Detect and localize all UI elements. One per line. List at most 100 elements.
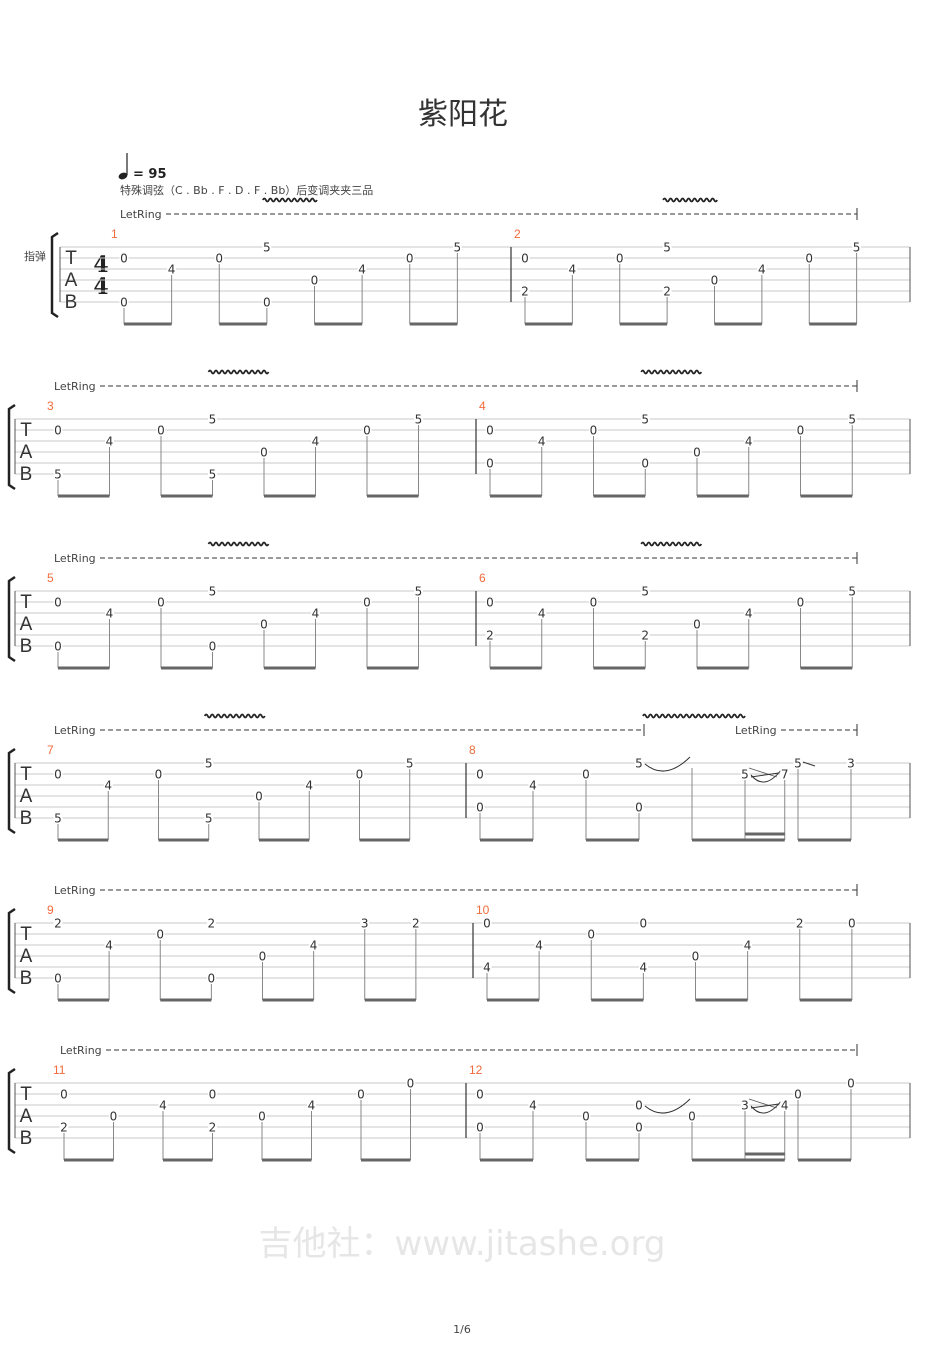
fret-number: 5 — [454, 241, 462, 255]
beat: 5 — [852, 241, 862, 324]
fret-number: 0 — [54, 640, 62, 654]
fret-background — [105, 607, 114, 619]
fret-background — [156, 596, 166, 608]
beat: 50 — [208, 585, 217, 668]
beat: 4 — [537, 607, 547, 668]
fret-background — [485, 629, 495, 641]
fret-background — [357, 263, 367, 275]
beat: 50 — [640, 413, 650, 496]
fret-background — [475, 1088, 485, 1100]
beat: 0 — [586, 928, 596, 1000]
fret-number: 0 — [258, 1110, 266, 1124]
fret-background — [362, 424, 372, 436]
fret-number: 5 — [741, 768, 749, 782]
fret-background — [206, 972, 216, 984]
fret-number: 0 — [157, 424, 165, 438]
fret-background — [482, 917, 492, 929]
beat: 0 — [581, 1110, 591, 1160]
vibrato-mark — [207, 541, 270, 547]
beat: 5 — [847, 413, 857, 496]
tab-clef-letter: A — [65, 270, 78, 291]
fret-number: 0 — [54, 768, 62, 782]
fret-number: 2 — [54, 917, 62, 931]
fret-background — [528, 1099, 538, 1111]
tab-clef-letter: B — [65, 292, 78, 313]
fret-background — [475, 1121, 485, 1133]
fret-number: 0 — [259, 950, 267, 964]
fret-background — [405, 252, 415, 264]
measure-number: 10 — [476, 903, 490, 917]
fret-number: 5 — [209, 413, 217, 427]
fret-number: 2 — [209, 1121, 217, 1135]
let-ring-label: LetRing — [54, 724, 96, 737]
fret-background — [104, 939, 114, 951]
beat: 02 — [520, 252, 530, 324]
fret-background — [847, 585, 857, 597]
beat: 0 — [692, 618, 702, 668]
time-signature-bottom: 4 — [93, 274, 108, 300]
measure-number: 4 — [479, 399, 486, 413]
fret-background — [53, 972, 63, 984]
beat: 0 — [615, 252, 625, 324]
fret-number: 0 — [120, 296, 128, 310]
fret-background — [158, 1099, 168, 1111]
fret-number: 0 — [590, 596, 598, 610]
fret-background — [59, 1088, 69, 1100]
slide-line — [748, 767, 777, 778]
fret-number: 4 — [310, 939, 318, 953]
fret-background — [744, 435, 754, 447]
watermark: 吉他社：www.jitashe.org — [259, 1224, 666, 1264]
beat: 0 — [710, 274, 719, 324]
measure-number: 9 — [47, 903, 54, 917]
fret-background — [804, 252, 814, 264]
fret-background — [405, 757, 415, 769]
tab-clef-letter: T — [65, 248, 77, 269]
beat: 4 — [744, 607, 754, 668]
fret-background — [757, 263, 767, 275]
system-bracket — [7, 747, 16, 835]
beat: 4 — [309, 939, 319, 1000]
slide-line — [750, 772, 779, 778]
fret-background — [634, 801, 644, 813]
fret-background — [254, 790, 264, 802]
fret-background — [206, 917, 216, 929]
slide-line — [802, 761, 816, 767]
fret-background — [310, 274, 319, 286]
fret-background — [662, 285, 672, 297]
beat: 0 — [362, 424, 372, 496]
beat: 0 — [257, 1110, 267, 1160]
page-number: 1/6 — [453, 1323, 471, 1336]
tab-clef-letter: B — [20, 968, 33, 989]
fret-background — [257, 1110, 267, 1122]
fret-number: 2 — [663, 285, 671, 299]
beat: 0 — [692, 446, 702, 496]
fret-background — [204, 812, 214, 824]
vibrato-mark — [262, 197, 318, 203]
let-ring-label: LetRing — [735, 724, 777, 737]
beat: 20 — [206, 917, 216, 1000]
fret-number: 0 — [794, 1088, 802, 1102]
tab-clef-letter: A — [20, 786, 33, 807]
fret-number: 5 — [415, 585, 423, 599]
tab-clef-letter: B — [20, 808, 33, 829]
beat: 0 — [355, 768, 364, 840]
fret-background — [53, 917, 63, 929]
beat: 0 — [589, 424, 598, 496]
beat: 0 — [847, 917, 857, 1000]
fret-number: 4 — [640, 961, 648, 975]
fret-number: 5 — [54, 468, 62, 482]
beat: 3 — [360, 917, 370, 1000]
beat: 02 — [485, 596, 495, 668]
fret-background — [638, 961, 648, 973]
fret-number: 5 — [209, 468, 217, 482]
fret-number: 4 — [538, 435, 546, 449]
beat: 0 — [589, 596, 598, 668]
fret-background — [793, 1088, 803, 1100]
beat: 50 — [634, 757, 644, 840]
fret-background — [743, 939, 753, 951]
fret-background — [414, 413, 423, 425]
beat: 4 — [105, 435, 114, 496]
fret-number: 4 — [781, 1099, 789, 1113]
fret-background — [156, 424, 166, 436]
